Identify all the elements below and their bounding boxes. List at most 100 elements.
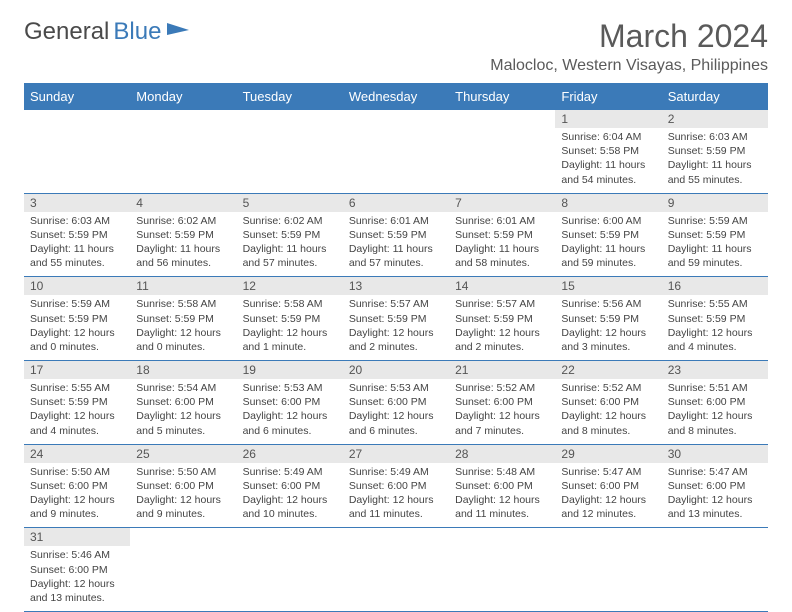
day-details: Sunrise: 6:01 AMSunset: 5:59 PMDaylight:… [343, 212, 449, 277]
day-number: 26 [237, 445, 343, 463]
sunset-text: Sunset: 5:59 PM [668, 144, 762, 158]
day-number: 17 [24, 361, 130, 379]
sunrise-text: Sunrise: 5:46 AM [30, 548, 124, 562]
day-cell [343, 110, 449, 193]
day-cell: 10Sunrise: 5:59 AMSunset: 5:59 PMDayligh… [24, 277, 130, 361]
month-title: March 2024 [490, 18, 768, 55]
sunset-text: Sunset: 5:59 PM [349, 228, 443, 242]
day-number: 12 [237, 277, 343, 295]
day-header: Saturday [662, 83, 768, 110]
day-cell: 30Sunrise: 5:47 AMSunset: 6:00 PMDayligh… [662, 444, 768, 528]
daylight-text: Daylight: 12 hours and 1 minute. [243, 326, 337, 354]
sunset-text: Sunset: 5:59 PM [455, 312, 549, 326]
day-details: Sunrise: 5:47 AMSunset: 6:00 PMDaylight:… [662, 463, 768, 528]
day-cell [449, 528, 555, 612]
daylight-text: Daylight: 12 hours and 3 minutes. [561, 326, 655, 354]
day-details: Sunrise: 5:57 AMSunset: 5:59 PMDaylight:… [449, 295, 555, 360]
daylight-text: Daylight: 11 hours and 56 minutes. [136, 242, 230, 270]
day-details: Sunrise: 5:49 AMSunset: 6:00 PMDaylight:… [237, 463, 343, 528]
daylight-text: Daylight: 12 hours and 8 minutes. [668, 409, 762, 437]
sunrise-text: Sunrise: 6:04 AM [561, 130, 655, 144]
sunrise-text: Sunrise: 5:52 AM [561, 381, 655, 395]
sunrise-text: Sunrise: 5:57 AM [455, 297, 549, 311]
day-number: 28 [449, 445, 555, 463]
day-cell: 12Sunrise: 5:58 AMSunset: 5:59 PMDayligh… [237, 277, 343, 361]
day-details: Sunrise: 6:03 AMSunset: 5:59 PMDaylight:… [24, 212, 130, 277]
day-number: 1 [555, 110, 661, 128]
sunset-text: Sunset: 5:59 PM [136, 228, 230, 242]
day-cell: 14Sunrise: 5:57 AMSunset: 5:59 PMDayligh… [449, 277, 555, 361]
sunrise-text: Sunrise: 5:49 AM [243, 465, 337, 479]
header: GeneralBlue March 2024 Malocloc, Western… [24, 18, 768, 75]
day-cell: 5Sunrise: 6:02 AMSunset: 5:59 PMDaylight… [237, 193, 343, 277]
sunrise-text: Sunrise: 5:56 AM [561, 297, 655, 311]
day-number: 2 [662, 110, 768, 128]
daylight-text: Daylight: 12 hours and 11 minutes. [349, 493, 443, 521]
week-row: 24Sunrise: 5:50 AMSunset: 6:00 PMDayligh… [24, 444, 768, 528]
day-number: 6 [343, 194, 449, 212]
day-details: Sunrise: 5:53 AMSunset: 6:00 PMDaylight:… [343, 379, 449, 444]
day-cell: 27Sunrise: 5:49 AMSunset: 6:00 PMDayligh… [343, 444, 449, 528]
sunrise-text: Sunrise: 6:03 AM [30, 214, 124, 228]
day-details: Sunrise: 5:59 AMSunset: 5:59 PMDaylight:… [24, 295, 130, 360]
day-header: Monday [130, 83, 236, 110]
day-header: Thursday [449, 83, 555, 110]
daylight-text: Daylight: 12 hours and 10 minutes. [243, 493, 337, 521]
sunset-text: Sunset: 5:59 PM [243, 312, 337, 326]
daylight-text: Daylight: 12 hours and 6 minutes. [349, 409, 443, 437]
day-number: 13 [343, 277, 449, 295]
day-number: 3 [24, 194, 130, 212]
sunrise-text: Sunrise: 5:58 AM [136, 297, 230, 311]
day-cell: 9Sunrise: 5:59 AMSunset: 5:59 PMDaylight… [662, 193, 768, 277]
sunrise-text: Sunrise: 5:47 AM [561, 465, 655, 479]
day-number: 24 [24, 445, 130, 463]
day-cell: 21Sunrise: 5:52 AMSunset: 6:00 PMDayligh… [449, 361, 555, 445]
sunrise-text: Sunrise: 5:54 AM [136, 381, 230, 395]
day-cell [555, 528, 661, 612]
day-details: Sunrise: 5:59 AMSunset: 5:59 PMDaylight:… [662, 212, 768, 277]
day-cell [237, 528, 343, 612]
day-number: 31 [24, 528, 130, 546]
sunrise-text: Sunrise: 5:53 AM [243, 381, 337, 395]
sunrise-text: Sunrise: 5:59 AM [30, 297, 124, 311]
daylight-text: Daylight: 12 hours and 13 minutes. [30, 577, 124, 605]
day-details: Sunrise: 5:52 AMSunset: 6:00 PMDaylight:… [555, 379, 661, 444]
day-details: Sunrise: 5:51 AMSunset: 6:00 PMDaylight:… [662, 379, 768, 444]
day-cell: 25Sunrise: 5:50 AMSunset: 6:00 PMDayligh… [130, 444, 236, 528]
day-number: 27 [343, 445, 449, 463]
daylight-text: Daylight: 12 hours and 2 minutes. [455, 326, 549, 354]
day-cell [662, 528, 768, 612]
week-row: 1Sunrise: 6:04 AMSunset: 5:58 PMDaylight… [24, 110, 768, 193]
sunset-text: Sunset: 6:00 PM [30, 563, 124, 577]
sunset-text: Sunset: 6:00 PM [455, 479, 549, 493]
logo-text-1: General [24, 18, 109, 46]
sunrise-text: Sunrise: 5:49 AM [349, 465, 443, 479]
sunrise-text: Sunrise: 5:59 AM [668, 214, 762, 228]
day-cell: 23Sunrise: 5:51 AMSunset: 6:00 PMDayligh… [662, 361, 768, 445]
daylight-text: Daylight: 12 hours and 4 minutes. [668, 326, 762, 354]
day-details: Sunrise: 6:01 AMSunset: 5:59 PMDaylight:… [449, 212, 555, 277]
sunset-text: Sunset: 6:00 PM [349, 395, 443, 409]
daylight-text: Daylight: 11 hours and 57 minutes. [349, 242, 443, 270]
day-details: Sunrise: 5:48 AMSunset: 6:00 PMDaylight:… [449, 463, 555, 528]
sunset-text: Sunset: 6:00 PM [136, 479, 230, 493]
day-cell: 4Sunrise: 6:02 AMSunset: 5:59 PMDaylight… [130, 193, 236, 277]
day-number: 14 [449, 277, 555, 295]
calendar-table: Sunday Monday Tuesday Wednesday Thursday… [24, 83, 768, 612]
sunrise-text: Sunrise: 5:53 AM [349, 381, 443, 395]
day-cell: 17Sunrise: 5:55 AMSunset: 5:59 PMDayligh… [24, 361, 130, 445]
day-header: Tuesday [237, 83, 343, 110]
day-number: 21 [449, 361, 555, 379]
day-number: 7 [449, 194, 555, 212]
sunset-text: Sunset: 5:59 PM [30, 312, 124, 326]
daylight-text: Daylight: 12 hours and 0 minutes. [136, 326, 230, 354]
sunset-text: Sunset: 5:59 PM [30, 395, 124, 409]
day-details: Sunrise: 5:49 AMSunset: 6:00 PMDaylight:… [343, 463, 449, 528]
day-details: Sunrise: 5:52 AMSunset: 6:00 PMDaylight:… [449, 379, 555, 444]
sunrise-text: Sunrise: 6:00 AM [561, 214, 655, 228]
daylight-text: Daylight: 12 hours and 4 minutes. [30, 409, 124, 437]
day-cell [449, 110, 555, 193]
day-cell [343, 528, 449, 612]
sunset-text: Sunset: 5:59 PM [455, 228, 549, 242]
day-cell: 28Sunrise: 5:48 AMSunset: 6:00 PMDayligh… [449, 444, 555, 528]
